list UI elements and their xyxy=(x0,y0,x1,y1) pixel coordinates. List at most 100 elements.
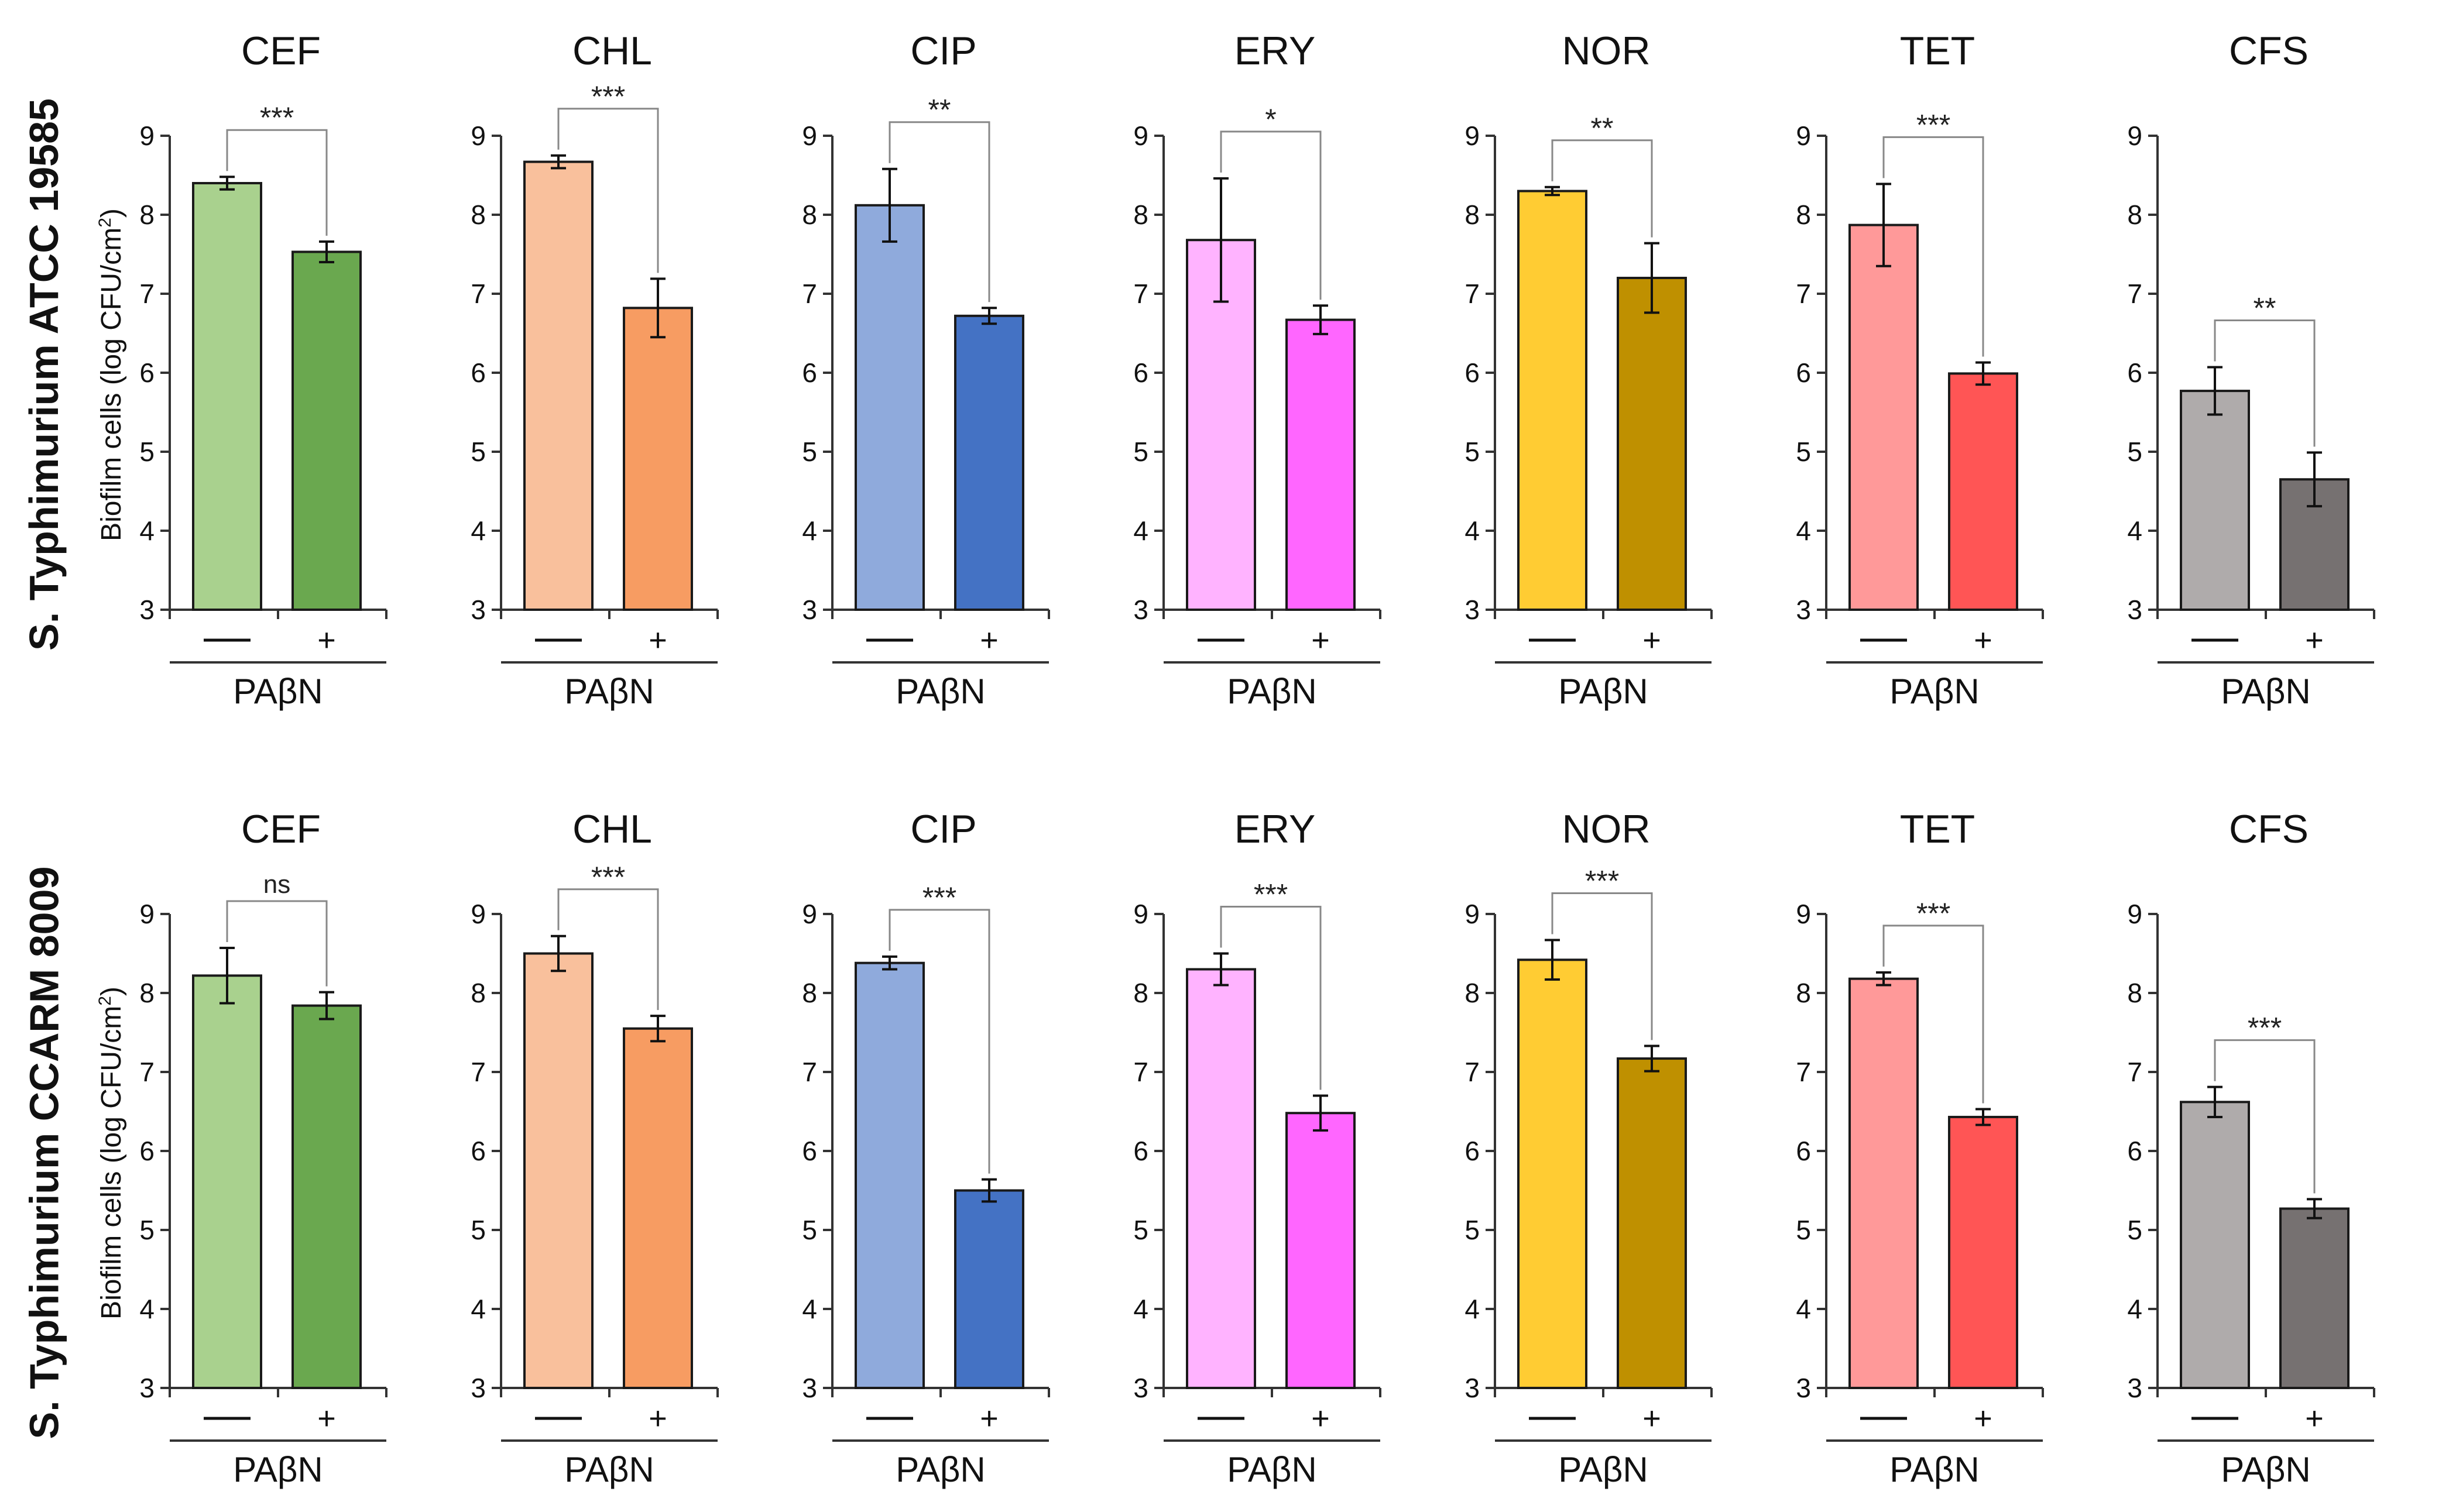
bar-minus-pabn xyxy=(2180,1101,2250,1390)
y-tick-label: 6 xyxy=(1796,1136,1811,1166)
significance-label: *** xyxy=(1254,878,1288,911)
y-tick-label: 8 xyxy=(471,200,486,230)
significance-bracket xyxy=(226,129,328,236)
bar-minus-pabn xyxy=(1517,958,1587,1390)
significance-label: *** xyxy=(2248,1012,2282,1044)
panel-title: ERY xyxy=(1234,807,1316,851)
minus-pabn-label: — xyxy=(558,649,559,650)
significance-bracket xyxy=(1551,892,1653,1040)
y-tick-label: 9 xyxy=(1796,899,1811,929)
plus-pabn-label: + xyxy=(1642,623,1661,658)
y-tick-label: 8 xyxy=(2127,978,2142,1008)
y-tick-label: 5 xyxy=(1464,1215,1480,1245)
y-tick-label: 8 xyxy=(1133,200,1148,230)
y-tick-label: 9 xyxy=(1796,121,1811,151)
y-tick-label: 5 xyxy=(802,1215,817,1245)
significance-bracket xyxy=(557,108,659,273)
group-label: PAβN xyxy=(1889,672,1979,711)
bar-minus-pabn xyxy=(192,182,262,611)
y-tick-label: 4 xyxy=(2127,1294,2142,1324)
y-tick-label: 6 xyxy=(471,1136,486,1166)
panel-title: CHL xyxy=(572,29,652,73)
panel-title: TET xyxy=(1900,807,1975,851)
y-tick-label: 5 xyxy=(2127,1215,2142,1245)
group-label: PAβN xyxy=(1227,1450,1316,1489)
group-label: PAβN xyxy=(1889,1450,1979,1489)
significance-bracket xyxy=(226,900,328,987)
bar-minus-pabn xyxy=(855,204,925,611)
y-tick-label: 7 xyxy=(1796,1057,1811,1087)
y-tick-label: 4 xyxy=(2127,516,2142,546)
y-tick-label: 7 xyxy=(139,279,155,309)
y-tick-label: 5 xyxy=(471,437,486,467)
y-tick-label: 8 xyxy=(802,200,817,230)
significance-label: *** xyxy=(591,861,625,894)
y-tick-label: 9 xyxy=(139,899,155,929)
y-tick-label: 3 xyxy=(802,1373,817,1403)
y-tick-label: 7 xyxy=(1464,1057,1480,1087)
y-tick-label: 6 xyxy=(1796,358,1811,388)
bar-plus-pabn xyxy=(1285,1112,1356,1389)
plus-pabn-label: + xyxy=(1311,623,1330,658)
y-tick-label: 9 xyxy=(2127,121,2142,151)
group-label: PAβN xyxy=(233,672,323,711)
significance-bracket xyxy=(1882,136,1984,357)
significance-label: ns xyxy=(263,870,290,899)
plus-pabn-label: + xyxy=(1642,1401,1661,1436)
y-tick-label: 7 xyxy=(802,279,817,309)
significance-bracket xyxy=(889,909,990,1174)
plus-pabn-label: + xyxy=(317,623,336,658)
y-tick-label: 3 xyxy=(802,595,817,625)
bar-plus-pabn xyxy=(291,250,362,611)
y-tick-label: 3 xyxy=(139,1373,155,1403)
minus-pabn-label: — xyxy=(1552,649,1553,650)
panel-title: NOR xyxy=(1562,29,1650,73)
plus-pabn-label: + xyxy=(1311,1401,1330,1436)
bar-plus-pabn xyxy=(623,1027,693,1389)
y-tick-label: 4 xyxy=(1133,1294,1148,1324)
significance-label: *** xyxy=(922,881,956,914)
significance-label: *** xyxy=(1916,897,1950,930)
bar-plus-pabn xyxy=(2279,478,2350,611)
y-tick-label: 6 xyxy=(2127,358,2142,388)
y-tick-label: 6 xyxy=(802,358,817,388)
y-tick-label: 3 xyxy=(2127,1373,2142,1403)
bar-plus-pabn xyxy=(291,1004,362,1389)
plus-pabn-label: + xyxy=(2305,1401,2324,1436)
group-label: PAβN xyxy=(1227,672,1316,711)
group-label: PAβN xyxy=(1558,1450,1648,1489)
plus-pabn-label: + xyxy=(317,1401,336,1436)
panel-title: CHL xyxy=(572,807,652,851)
significance-label: *** xyxy=(591,80,625,113)
panel-title: CEF xyxy=(241,29,321,73)
bar-plus-pabn xyxy=(1617,1057,1687,1390)
group-label: PAβN xyxy=(233,1450,323,1489)
y-tick-label: 3 xyxy=(1133,1373,1148,1403)
y-tick-label: 8 xyxy=(2127,200,2142,230)
y-tick-label: 5 xyxy=(471,1215,486,1245)
plus-pabn-label: + xyxy=(649,623,667,658)
y-tick-label: 6 xyxy=(802,1136,817,1166)
panel-title: CEF xyxy=(241,807,321,851)
y-tick-label: 8 xyxy=(1464,978,1480,1008)
y-tick-label: 8 xyxy=(1796,200,1811,230)
y-tick-label: 5 xyxy=(2127,437,2142,467)
y-tick-label: 7 xyxy=(2127,279,2142,309)
y-tick-label: 5 xyxy=(802,437,817,467)
y-tick-label: 6 xyxy=(471,358,486,388)
significance-bracket xyxy=(1220,906,1322,1090)
panel-title: CIP xyxy=(910,29,976,73)
significance-label: *** xyxy=(1585,865,1619,898)
group-label: PAβN xyxy=(2221,672,2310,711)
y-tick-label: 4 xyxy=(802,516,817,546)
minus-pabn-label: — xyxy=(227,649,228,650)
y-tick-label: 4 xyxy=(471,516,486,546)
y-tick-label: 5 xyxy=(139,437,155,467)
y-tick-label: 4 xyxy=(802,1294,817,1324)
y-tick-label: 7 xyxy=(139,1057,155,1087)
y-tick-label: 3 xyxy=(1464,595,1480,625)
minus-pabn-label: — xyxy=(227,1427,228,1428)
y-tick-label: 4 xyxy=(471,1294,486,1324)
y-tick-label: 9 xyxy=(802,121,817,151)
